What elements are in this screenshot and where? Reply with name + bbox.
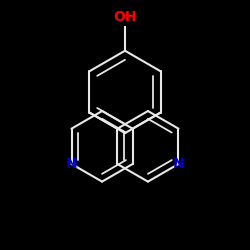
Text: OH: OH [113,10,137,24]
Text: N: N [66,157,77,171]
Text: N: N [173,157,184,171]
